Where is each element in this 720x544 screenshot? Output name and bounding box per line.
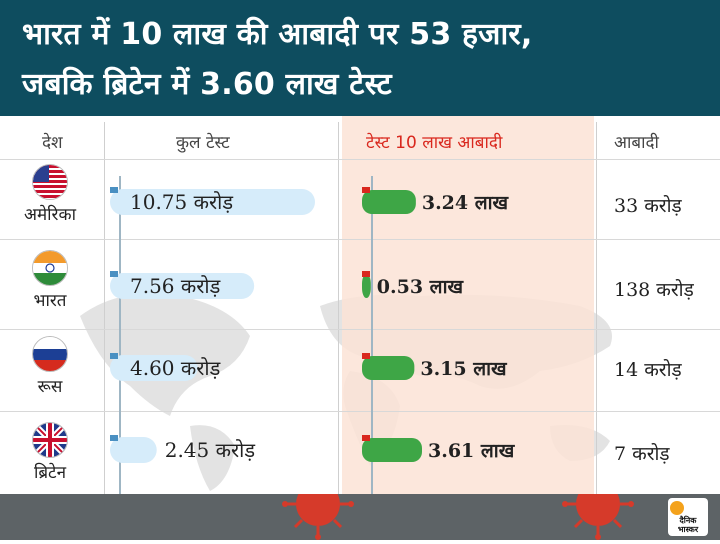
header-total-tests: कुल टेस्ट bbox=[176, 133, 230, 153]
row-divider bbox=[0, 159, 720, 160]
row-divider bbox=[0, 239, 720, 240]
bar-tab bbox=[110, 187, 118, 193]
dainik-bhaskar-logo: दैनिक भास्कर bbox=[668, 498, 708, 536]
data-table: देश कुल टेस्ट टेस्ट 10 लाख आबादी आबादी अ… bbox=[0, 116, 720, 494]
logo-line-1: दैनिक bbox=[679, 516, 697, 525]
country-name: अमेरिका bbox=[24, 205, 76, 225]
bar-tab bbox=[110, 435, 118, 441]
country-uk: ब्रिटेन bbox=[0, 422, 100, 483]
total-tests-label: 4.60 करोड़ bbox=[130, 356, 221, 380]
bar-tab bbox=[110, 353, 118, 359]
per-million-label: 3.24 लाख bbox=[422, 192, 510, 214]
row-divider bbox=[0, 411, 720, 412]
per-million-bar bbox=[362, 438, 422, 462]
russia-flag-icon bbox=[32, 336, 68, 372]
highlight-column bbox=[342, 116, 594, 494]
us-flag-icon bbox=[32, 164, 68, 200]
header-population: आबादी bbox=[614, 133, 659, 153]
virus-icon bbox=[282, 468, 634, 540]
logo-line-2: भास्कर bbox=[677, 525, 699, 534]
per-million-bar bbox=[362, 190, 416, 214]
column-divider bbox=[596, 122, 597, 494]
country-russia: रूस bbox=[0, 336, 100, 397]
population-value: 7 करोड़ bbox=[614, 443, 670, 465]
bar-tab bbox=[362, 271, 370, 277]
india-flag-icon bbox=[32, 250, 68, 286]
total-tests-bar bbox=[110, 437, 157, 463]
column-divider bbox=[104, 122, 105, 494]
total-tests-bar bbox=[110, 355, 198, 381]
per-million-bar bbox=[362, 274, 371, 298]
footer-bar bbox=[0, 468, 720, 540]
bar-tab bbox=[362, 187, 370, 193]
bar-tab bbox=[110, 271, 118, 277]
per-million-label: 3.15 लाख bbox=[420, 358, 508, 380]
total-tests-bar bbox=[110, 189, 315, 215]
population-value: 14 करोड़ bbox=[614, 359, 682, 381]
row-divider bbox=[0, 329, 720, 330]
bar-tab bbox=[362, 435, 370, 441]
country-name: ब्रिटेन bbox=[33, 463, 67, 483]
title-line-2: जबकि ब्रिटेन में 3.60 लाख टेस्ट bbox=[22, 67, 392, 102]
bar-tab bbox=[362, 353, 370, 359]
total-tests-label: 10.75 करोड़ bbox=[130, 190, 233, 214]
header-country: देश bbox=[42, 133, 63, 153]
sun-icon bbox=[670, 501, 684, 515]
country-name: भारत bbox=[33, 291, 67, 311]
country-india: भारत bbox=[0, 250, 100, 311]
total-tests-label: 7.56 करोड़ bbox=[130, 274, 221, 298]
title-banner: भारत में 10 लाख की आबादी पर 53 हजार, जबक… bbox=[0, 0, 720, 116]
country-usa: अमेरिका bbox=[0, 164, 100, 225]
country-name: रूस bbox=[37, 377, 63, 397]
population-value: 33 करोड़ bbox=[614, 195, 682, 217]
title-line-1: भारत में 10 लाख की आबादी पर 53 हजार, bbox=[22, 17, 533, 52]
per-million-bar bbox=[362, 356, 415, 380]
total-tests-label: 2.45 करोड़ bbox=[165, 438, 256, 462]
population-value: 138 करोड़ bbox=[614, 279, 694, 301]
total-tests-bar bbox=[110, 273, 255, 299]
per-million-label: 0.53 लाख bbox=[377, 276, 465, 298]
column-divider bbox=[338, 122, 339, 494]
charts-layer: 10.75 करोड़ 7.56 करोड़ 4.60 करोड़ 2.45 करोड… bbox=[110, 176, 516, 494]
header-tests-per-million: टेस्ट 10 लाख आबादी bbox=[366, 133, 503, 153]
per-million-label: 3.61 लाख bbox=[428, 440, 516, 462]
